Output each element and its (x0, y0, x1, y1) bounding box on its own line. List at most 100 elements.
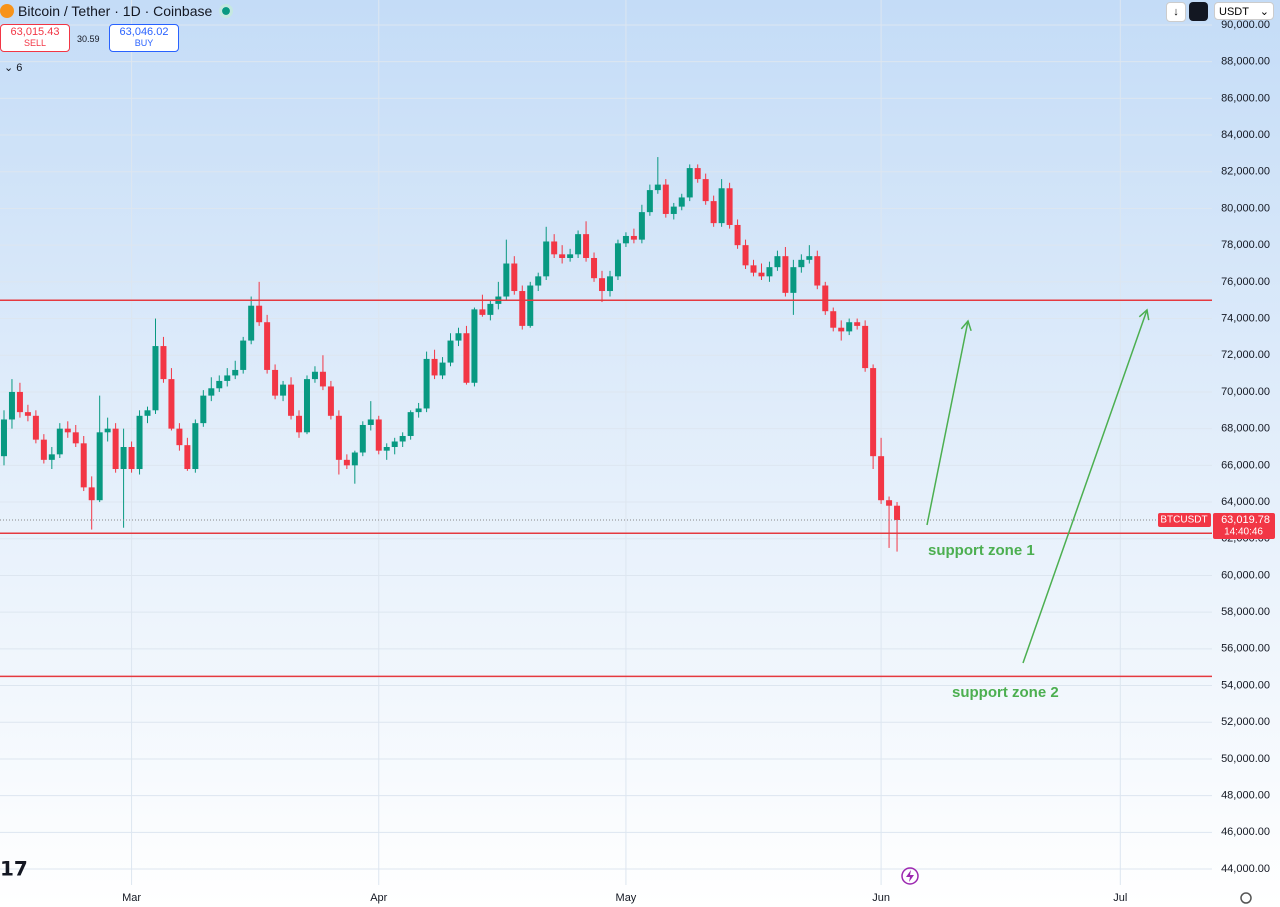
candle-body (742, 245, 749, 266)
candle-body (519, 291, 526, 326)
candle-body (838, 327, 845, 332)
candle-body (654, 184, 661, 191)
candle-body (288, 384, 295, 416)
y-tick-label: 70,000.00 (1221, 386, 1270, 398)
candle-body (543, 241, 550, 277)
sell-button[interactable]: 63,015.43 SELL (0, 24, 70, 52)
candle-body (192, 423, 199, 470)
candle-body (630, 235, 637, 240)
price-countdown: 14:40:46 (1224, 527, 1263, 538)
buy-price: 63,046.02 (119, 26, 169, 38)
lightning-icon (906, 870, 914, 882)
y-tick-label: 84,000.00 (1221, 129, 1270, 141)
candle-body (662, 184, 669, 214)
candle-body (439, 362, 446, 376)
candle-body (846, 322, 853, 332)
currency-select[interactable]: USDT ⌄ (1214, 2, 1274, 20)
candle-body (351, 452, 358, 466)
candle-body (407, 412, 414, 436)
candle-body (88, 487, 95, 501)
candle-body (176, 428, 183, 446)
arrow (926, 319, 972, 526)
indicators-toggle[interactable]: ⌄ 6 (4, 62, 23, 74)
candle-body (463, 333, 470, 383)
candle-body (814, 256, 821, 286)
candle-body (894, 505, 901, 521)
x-tick-label: Apr (370, 892, 387, 904)
candle-body (591, 257, 598, 279)
candle-body (527, 285, 534, 326)
candle-body (487, 303, 494, 315)
y-tick-label: 76,000.00 (1221, 276, 1270, 288)
candle-body (862, 325, 869, 369)
buy-button[interactable]: 63,046.02 BUY (109, 24, 179, 52)
candle-body (311, 371, 318, 380)
candle-body (168, 379, 175, 429)
candle-body (160, 346, 167, 380)
candle-body (48, 454, 55, 460)
candle-body (702, 179, 709, 202)
fullscreen-button[interactable] (1189, 2, 1208, 21)
y-tick-label: 52,000.00 (1221, 716, 1270, 728)
x-tick-label: Mar (122, 892, 141, 904)
candle-body (535, 276, 542, 286)
logo: 𝟭𝟳 (0, 858, 28, 880)
candle-body (638, 212, 645, 240)
candle-body (710, 201, 717, 224)
candle-body (583, 234, 590, 258)
candle-body (886, 500, 893, 506)
lightning-icon[interactable] (901, 867, 919, 885)
candle-body (551, 241, 558, 255)
candle-body (559, 254, 566, 258)
candle-body (822, 285, 829, 312)
candle-body (423, 358, 430, 409)
coin-icon (0, 4, 14, 18)
candle-body (782, 256, 789, 293)
symbol-header: Bitcoin / Tether · 1D · Coinbase (0, 2, 234, 20)
x-tick-label: Jul (1113, 892, 1127, 904)
candle-body (447, 340, 454, 363)
candle-body (854, 322, 861, 326)
candle-body (678, 197, 685, 207)
price-tag (1213, 513, 1275, 540)
sell-price: 63,015.43 (10, 26, 60, 38)
candle-body (40, 439, 47, 460)
candle-body (367, 419, 374, 425)
candle-body (240, 340, 247, 370)
candle-body (335, 415, 342, 460)
candle-body (280, 384, 287, 396)
candle-body (415, 408, 422, 413)
candle-body (200, 395, 207, 424)
download-button[interactable]: ↓ (1166, 2, 1186, 22)
y-tick-label: 60,000.00 (1221, 569, 1270, 581)
candle-body (24, 412, 31, 416)
candle-body (806, 256, 813, 260)
currency: USDT (1219, 6, 1249, 18)
settings-icon[interactable] (1240, 892, 1252, 904)
y-tick-label: 72,000.00 (1221, 349, 1270, 361)
candle-body (870, 368, 877, 457)
candle-body (248, 305, 255, 341)
y-tick-label: 58,000.00 (1221, 606, 1270, 618)
candle-body (327, 386, 334, 416)
candle-body (766, 267, 773, 277)
status-dot (219, 4, 234, 18)
y-tick-label: 44,000.00 (1221, 863, 1270, 875)
candle-body (303, 379, 310, 433)
candle-body (375, 419, 382, 451)
candle-body (32, 415, 39, 440)
annotation: support zone 1 (928, 542, 1035, 559)
candle-body (72, 432, 79, 444)
y-tick-label: 86,000.00 (1221, 92, 1270, 104)
y-tick-label: 50,000.00 (1221, 753, 1270, 765)
candle-body (622, 235, 629, 244)
candle-body (208, 388, 215, 396)
candle-body (343, 459, 350, 466)
buy-label: BUY (134, 38, 154, 48)
candle-body (798, 259, 805, 268)
sell-label: SELL (23, 38, 47, 48)
y-tick-label: 90,000.00 (1221, 19, 1270, 31)
y-tick-label: 56,000.00 (1221, 643, 1270, 655)
